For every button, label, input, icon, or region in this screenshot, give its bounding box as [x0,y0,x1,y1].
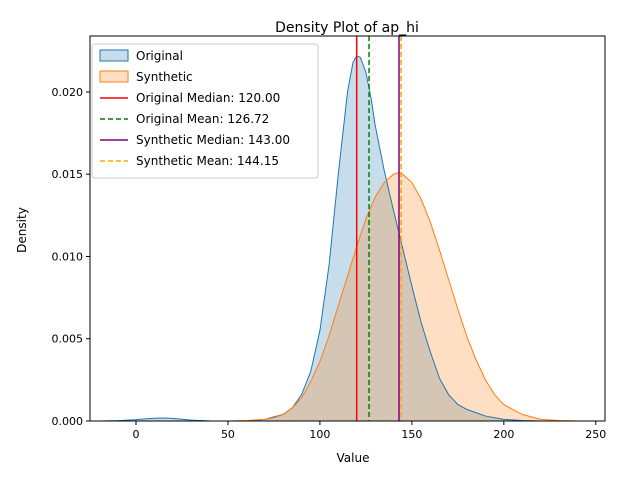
y-axis: 0.000 0.005 0.010 0.015 0.020 [52,86,90,428]
legend-label-line-1: Original Median: 120.00 [136,91,280,105]
y-tick-label: 0.020 [52,86,84,99]
legend-label-original: Original [136,49,183,63]
plot-fills [99,55,587,422]
legend-swatch-synthetic [99,70,129,83]
legend-label-line-3: Synthetic Median: 143.00 [136,133,290,147]
y-tick-label: 0.000 [52,415,84,428]
plot-frame [89,35,606,422]
legend-label-line-2: Original Mean: 126.72 [136,112,269,126]
y-tick-label: 0.010 [52,250,84,263]
y-tick-label: 0.005 [52,333,84,346]
chart-title: Density Plot of ap_hi [275,20,419,36]
x-tick-label: 150 [401,428,422,441]
legend-swatch-original [99,49,129,62]
density-area-synthetic [227,172,587,421]
x-tick-label: 250 [585,428,606,441]
x-axis-label: Value [337,451,370,465]
legend-box [91,43,319,179]
x-tick-label: 0 [132,428,139,441]
x-tick-label: 200 [493,428,514,441]
reference-lines [355,36,402,421]
y-axis-label: Density [15,207,29,253]
x-axis: 0 50 100 150 200 250 [132,421,606,441]
x-tick-label: 100 [309,428,330,441]
density-area-original [99,55,541,422]
legend: Original Synthetic Original Median: 120.00… [91,43,319,179]
legend-label-line-4: Synthetic Mean: 144.15 [136,154,279,168]
density-line-original [99,55,541,422]
y-tick-label: 0.015 [52,168,84,181]
x-tick-label: 50 [221,428,235,441]
legend-label-synthetic: Synthetic [136,70,193,84]
